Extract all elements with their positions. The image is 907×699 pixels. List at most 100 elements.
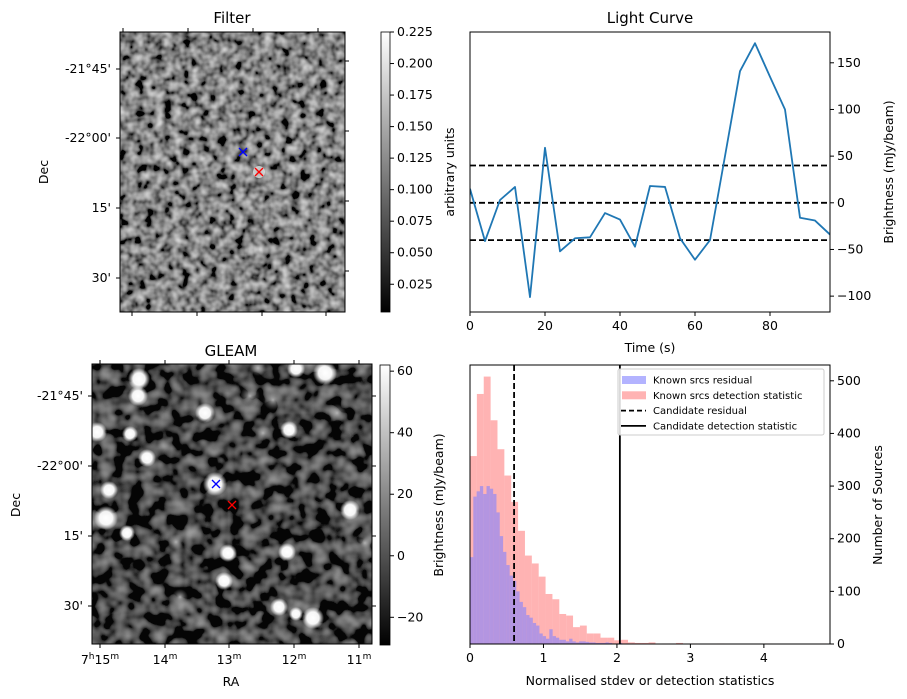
gleam-faint-source	[240, 386, 260, 406]
histogram-xlabel: Normalised stdev or detection statistics	[526, 673, 775, 688]
filter-colorbar-tick-label: 0.200	[397, 56, 433, 71]
detection-histogram-bar	[504, 475, 512, 644]
gleam-ra-tick-label: 13m	[217, 652, 242, 667]
blue-marker	[211, 479, 221, 489]
legend-label: Candidate residual	[653, 406, 747, 417]
residual-histogram-bar	[476, 491, 480, 644]
gleam-panel: GLEAM -21°45' -22°00' 15' 30' 7h15m 14m 13m 12m…	[8, 342, 446, 689]
gleam-faint-source	[263, 390, 283, 410]
detection-histogram-bar	[641, 642, 649, 644]
gleam-image-frame	[91, 363, 373, 645]
residual-histogram-bar	[555, 637, 560, 644]
gleam-source-blob	[302, 607, 324, 629]
residual-histogram-bar	[582, 641, 586, 644]
filter-colorbar	[380, 31, 391, 313]
detection-histogram-bar	[621, 639, 628, 644]
histogram-y-tick-label: 0	[837, 636, 845, 651]
light-curve-y-tick-label: −50	[837, 241, 863, 256]
detection-histogram-bar	[676, 642, 683, 644]
filter-dec-tick-label: 30'	[92, 270, 111, 285]
residual-histogram-bar	[575, 642, 580, 644]
gleam-source-blob	[278, 543, 296, 561]
light-curve-y-tick-label: 150	[837, 55, 861, 70]
residual-histogram-bar	[585, 641, 590, 644]
residual-histogram-bar	[569, 638, 573, 644]
gleam-source-blob	[92, 422, 107, 442]
residual-histogram-bar	[572, 641, 576, 644]
histogram-ylabel: Number of Sources	[870, 445, 885, 565]
gleam-ra-tick-label: 12m	[282, 652, 307, 667]
residual-histogram-bar	[496, 512, 500, 644]
histogram-plot-area	[470, 365, 828, 644]
filter-colorbar-tick-label: 0.050	[397, 245, 433, 260]
residual-histogram-bar	[516, 591, 520, 644]
filter-ticks: -21°45' -22°00' 15' 30'	[65, 28, 349, 316]
gleam-source-blob	[219, 544, 237, 562]
gleam-dec-tick-label: 30'	[64, 598, 83, 613]
red-marker	[254, 167, 264, 177]
residual-histogram-bar	[483, 493, 487, 644]
filter-colorbar-tick-label: 0.125	[397, 150, 433, 165]
residual-histogram-bar	[532, 622, 537, 644]
residual-histogram-bar	[506, 565, 510, 644]
filter-colorbar-tick-label: 0.150	[397, 119, 433, 134]
residual-histogram-bar	[539, 633, 543, 644]
filter-panel: Filter -21°45'-22°00'15'30' Dec 0.0250.0…	[36, 9, 457, 316]
gleam-source-blob	[289, 607, 303, 621]
gleam-faint-source	[168, 534, 184, 550]
residual-histogram-bar	[529, 617, 533, 644]
residual-histogram-bar	[608, 642, 613, 644]
residual-histogram-bar	[546, 638, 550, 644]
gleam-dec-tick-label: 15'	[64, 528, 83, 543]
histogram-y-tick-label: 500	[837, 373, 861, 388]
residual-histogram-bar	[470, 557, 474, 644]
detection-histogram-bar	[600, 637, 608, 644]
filter-image-frame	[119, 31, 346, 313]
red-marker-stroke	[254, 167, 264, 177]
residual-histogram-bar	[562, 639, 566, 644]
gleam-ticks: -21°45' -22°00' 15' 30' 7h15m 14m 13m 12m 11m	[37, 360, 376, 667]
legend-swatch	[622, 391, 646, 400]
residual-histogram-bar	[499, 536, 504, 644]
gleam-faint-source	[172, 589, 188, 605]
residual-histogram-bar	[579, 641, 583, 644]
gleam-ra-tick-label: 11m	[347, 652, 372, 667]
histogram-x-tick-label: 2	[613, 650, 621, 665]
histogram-y-tick-label: 300	[837, 478, 861, 493]
blue-marker-stroke	[211, 479, 221, 489]
gleam-source-blob	[94, 506, 118, 530]
residual-histogram-bar	[592, 642, 596, 644]
filter-colorbar-tick-label: 0.100	[397, 182, 433, 197]
residual-histogram-bar	[565, 641, 570, 644]
gleam-faint-source	[250, 364, 266, 376]
gleam-source-blob	[122, 426, 138, 442]
residual-histogram-bar	[542, 636, 547, 644]
filter-dec-tick-label: -21°45'	[65, 61, 111, 76]
gleam-source-blob	[203, 472, 227, 496]
detection-histogram-bar	[573, 627, 580, 644]
filter-colorbar-tick-label: 0.075	[397, 213, 433, 228]
histogram-x-tick-label: 1	[539, 650, 547, 665]
gleam-colorbar-tick-label: −20	[397, 609, 423, 624]
histogram-y-tick-label: 400	[837, 425, 861, 440]
residual-histogram-bar	[473, 496, 477, 644]
detection-histogram-bar	[538, 576, 546, 644]
light-curve-x-tick-label: 40	[612, 318, 628, 333]
histogram-x-tick-label: 3	[686, 650, 694, 665]
light-curve-y-tick-label: 100	[837, 101, 861, 116]
gleam-source-blob	[340, 500, 360, 520]
detection-histogram-bar	[518, 530, 525, 644]
gleam-source-blob	[100, 481, 118, 499]
red-marker	[227, 500, 237, 510]
gleam-colorbar-tick-label: 0	[397, 548, 405, 563]
light-curve-x-tick-label: 0	[466, 318, 474, 333]
gleam-xlabel: RA	[223, 674, 240, 689]
residual-histogram-bar	[598, 642, 603, 644]
legend-label: Known srcs detection statistic	[653, 391, 802, 402]
gleam-markers	[211, 479, 237, 510]
gleam-dec-tick-label: -22°00'	[37, 458, 83, 473]
residual-histogram-bar	[559, 639, 563, 644]
gleam-source-blob	[128, 386, 148, 406]
gleam-source-blob	[215, 572, 233, 590]
